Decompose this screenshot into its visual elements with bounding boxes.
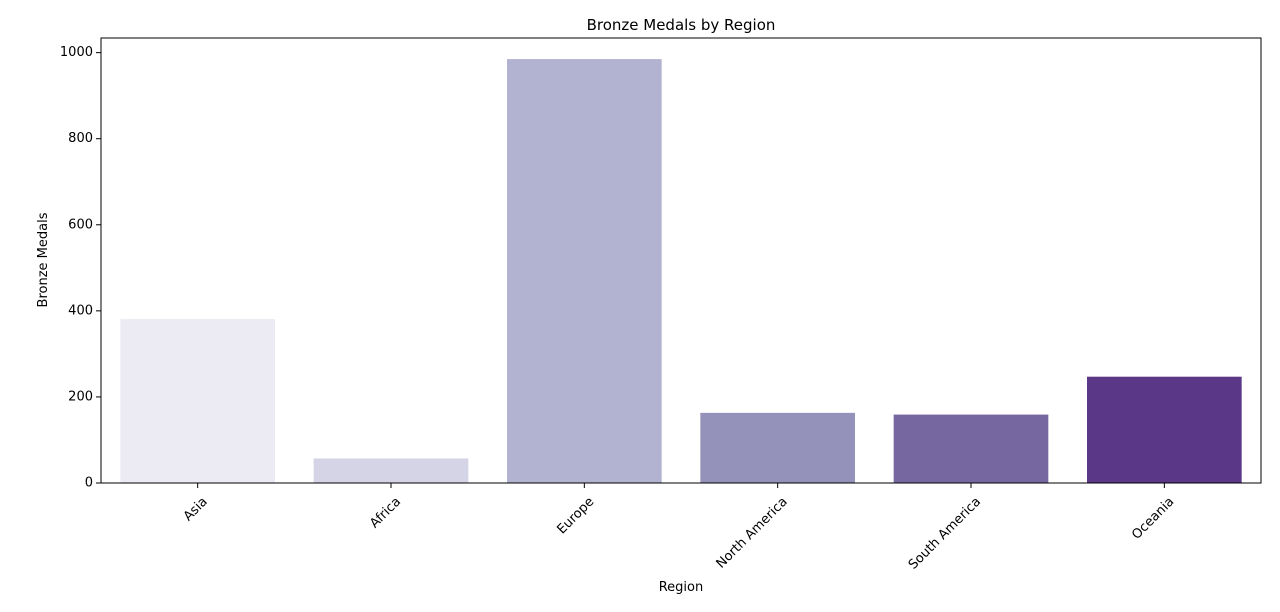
y-axis: 0 200 400 600 800 1000 xyxy=(60,45,101,491)
y-tick-label: 0 xyxy=(85,476,93,491)
y-tick-label: 1000 xyxy=(60,45,93,60)
bars-group xyxy=(120,59,1242,483)
y-tick-label: 200 xyxy=(68,389,93,404)
bar-asia xyxy=(120,319,275,483)
plot-frame xyxy=(100,37,1262,484)
chart-title: Bronze Medals by Region xyxy=(587,16,776,34)
bar-europe xyxy=(507,59,662,483)
bar-africa xyxy=(313,458,469,483)
x-axis-label: Region xyxy=(659,580,704,595)
x-axis: Asia Africa Europe North America South Ameri… xyxy=(181,483,1177,573)
x-tick-label: North America xyxy=(714,494,791,571)
x-tick-label: Oceania xyxy=(1129,494,1177,542)
bar-north-america xyxy=(700,412,855,483)
x-tick-label: Africa xyxy=(367,494,404,531)
y-tick-label: 600 xyxy=(68,217,93,232)
y-axis-label: Bronze Medals xyxy=(36,212,51,307)
y-tick-label: 800 xyxy=(68,131,93,146)
bar-south-america xyxy=(893,414,1049,483)
x-tick-label: Europe xyxy=(554,494,597,537)
x-tick-label: South America xyxy=(906,494,984,572)
y-tick-label: 400 xyxy=(68,303,93,318)
bar-oceania xyxy=(1087,376,1242,483)
x-tick-label: Asia xyxy=(181,494,211,524)
